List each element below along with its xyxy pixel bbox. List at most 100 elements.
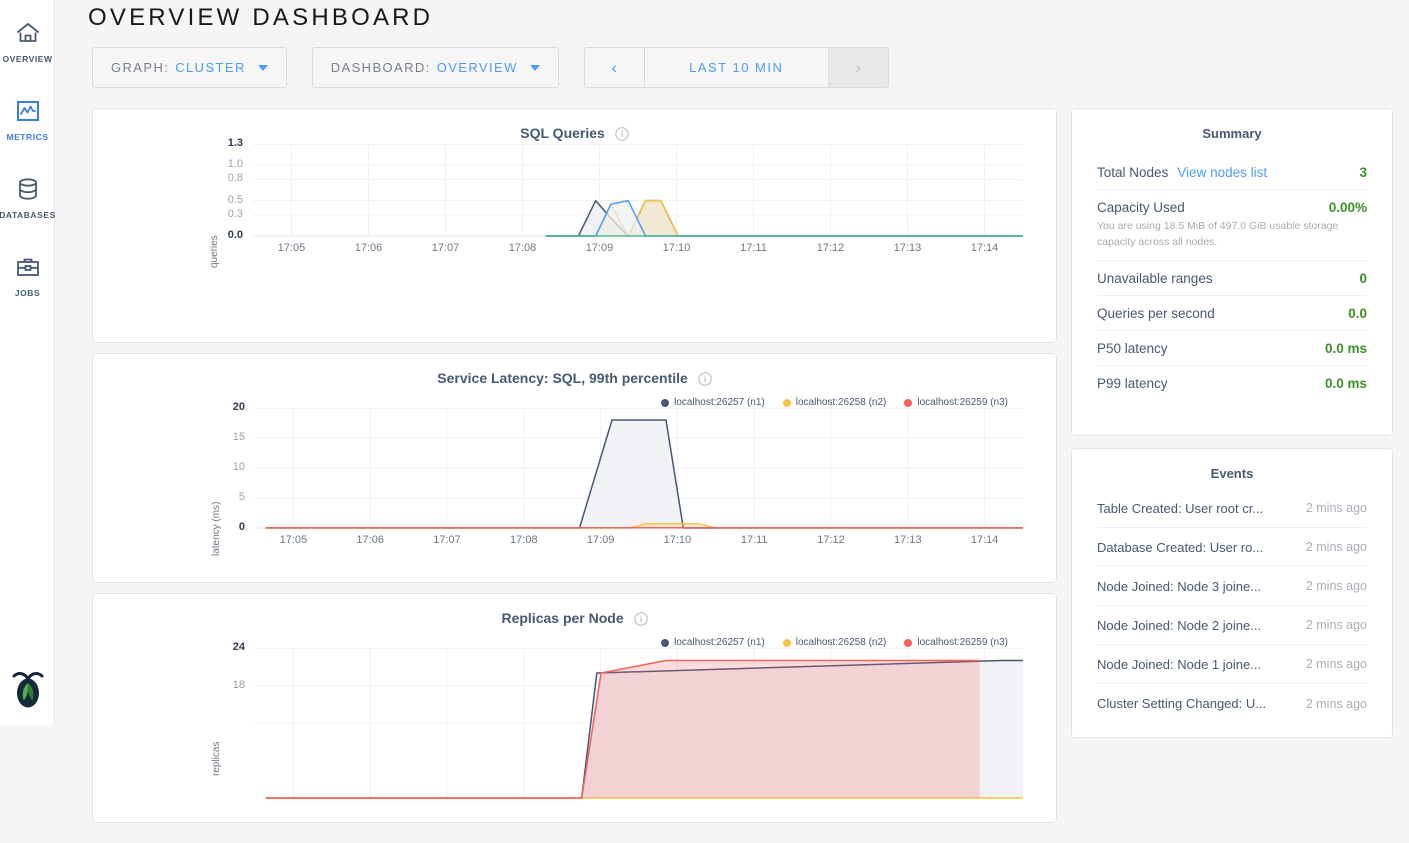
y-axis-tick-label: 20: [232, 401, 245, 413]
metrics-icon: [15, 96, 41, 126]
legend-label: localhost:26257 (n1): [674, 397, 765, 408]
briefcase-icon: [15, 252, 41, 282]
chart-title: SQL Queries: [93, 125, 1056, 144]
legend-item[interactable]: localhost:26257 (n1): [661, 397, 765, 408]
x-axis-tick-label: 17:10: [663, 534, 692, 546]
time-range-value[interactable]: LAST 10 MIN: [644, 48, 828, 87]
summary-rows: Total Nodes View nodes list 3 Capacity Used…: [1072, 155, 1392, 400]
info-icon[interactable]: [633, 612, 648, 629]
y-axis-tick-label: 1.3: [227, 137, 243, 149]
sidebar-item-overview[interactable]: OVERVIEW: [0, 2, 55, 80]
event-row[interactable]: Node Joined: Node 1 joine... 2 mins ago: [1097, 645, 1367, 684]
event-timestamp: 2 mins ago: [1305, 657, 1367, 671]
legend-label: localhost:26259 (n3): [917, 397, 1008, 408]
event-row[interactable]: Cluster Setting Changed: U... 2 mins ago: [1097, 684, 1367, 723]
legend-dot-n1: [661, 638, 670, 647]
x-axis-tick-label: 17:09: [586, 534, 615, 546]
legend-label: localhost:26258 (n2): [795, 637, 887, 648]
legend-item[interactable]: localhost:26257 (n1): [661, 637, 765, 648]
legend-label: localhost:26257 (n1): [674, 637, 765, 648]
x-axis-tick-label: 17:13: [894, 534, 922, 546]
info-icon[interactable]: [615, 127, 629, 144]
events-rows: Table Created: User root cr... 2 mins ago…: [1072, 489, 1392, 723]
chart-plot-area: 20 15 10 5 0 latency (ms) 17:05 17:06 17:07 17:08…: [93, 401, 1056, 643]
summary-row-value: 0.00%: [1328, 200, 1367, 215]
sidebar-item-jobs[interactable]: JOBS: [0, 236, 55, 314]
x-axis-tick-label: 17:06: [356, 534, 384, 546]
x-axis-tick-label: 17:07: [433, 534, 461, 546]
chart-title-text: SQL Queries: [520, 125, 605, 141]
chart-legend: localhost:26257 (n1) localhost:26258 (n2…: [93, 397, 1056, 408]
x-axis-tick-label: 17:08: [510, 534, 538, 546]
chart-svg-2: [255, 647, 1023, 799]
event-description: Cluster Setting Changed: U...: [1097, 696, 1267, 711]
legend-dot-n1: [661, 398, 670, 407]
legend-item[interactable]: localhost:26258 (n2): [782, 637, 887, 648]
toolbar: GRAPH: CLUSTER DASHBOARD: OVERVIEW ‹ LAS…: [92, 47, 889, 88]
chart-plot-area: 24 18 replicas: [93, 641, 1056, 843]
graph-selector[interactable]: GRAPH: CLUSTER: [92, 47, 287, 88]
chart-card-service-latency: Service Latency: SQL, 99th percentile lo…: [92, 353, 1057, 583]
x-axis-tick-label: 17:12: [816, 242, 845, 254]
legend-item[interactable]: localhost:26258 (n2): [782, 397, 887, 408]
sidebar-item-metrics[interactable]: METRICS: [0, 80, 55, 158]
x-axis-tick-label: 17:11: [740, 534, 768, 546]
summary-row-main: P99 latency 0.0 ms: [1097, 376, 1367, 391]
time-range-prev-button[interactable]: ‹: [584, 48, 645, 87]
sidebar-item-databases[interactable]: DATABASES: [0, 158, 55, 236]
cockroachdb-logo[interactable]: [0, 667, 55, 715]
event-row[interactable]: Node Joined: Node 2 joine... 2 mins ago: [1097, 606, 1367, 645]
view-nodes-list-link[interactable]: View nodes list: [1177, 165, 1268, 180]
event-timestamp: 2 mins ago: [1305, 696, 1367, 711]
chart-card-sql-queries: SQL Queries 1.3 1.0 0.8 0.5 0.3 0.0 queries 17:…: [92, 108, 1057, 343]
y-axis-tick-label: 18: [232, 678, 245, 691]
chevron-down-icon: [529, 64, 540, 71]
x-axis-tick-label: 17:05: [277, 242, 306, 254]
event-description: Database Created: User ro...: [1097, 539, 1264, 555]
x-axis-tick-label: 17:07: [431, 242, 460, 254]
y-axis-tick-label: 0.0: [227, 229, 243, 241]
summary-row-label: Queries per second: [1097, 305, 1215, 321]
x-axis-tick-label: 17:10: [662, 242, 691, 254]
y-axis-tick-label: 15: [232, 431, 245, 443]
legend-label: localhost:26258 (n2): [795, 397, 887, 408]
summary-row-main: P50 latency 0.0 ms: [1097, 341, 1367, 356]
summary-row: Queries per second 0.0: [1097, 296, 1367, 331]
chart-svg-0: [253, 143, 1023, 237]
y-axis-title: replicas: [211, 741, 222, 776]
event-row[interactable]: Table Created: User root cr... 2 mins ago: [1097, 489, 1367, 528]
event-row[interactable]: Node Joined: Node 3 joine... 2 mins ago: [1097, 567, 1367, 606]
sidebar-item-label: OVERVIEW: [2, 54, 53, 64]
chevron-down-icon: [257, 64, 268, 71]
legend-item[interactable]: localhost:26259 (n3): [904, 637, 1008, 648]
legend-item[interactable]: localhost:26259 (n3): [904, 397, 1008, 408]
database-icon: [15, 174, 41, 204]
summary-row-label: P50 latency: [1097, 340, 1168, 356]
dashboard-selector[interactable]: DASHBOARD: OVERVIEW: [311, 47, 559, 88]
event-description: Node Joined: Node 2 joine...: [1097, 617, 1262, 633]
events-panel: Events Table Created: User root cr... 2 m…: [1071, 448, 1393, 738]
x-axis-tick-label: 17:14: [970, 534, 999, 546]
y-axis-tick-label: 1.0: [227, 158, 243, 171]
summary-row-label: Capacity Used: [1097, 200, 1185, 215]
event-description: Table Created: User root cr...: [1097, 500, 1264, 516]
chart-title-text: Replicas per Node: [501, 610, 624, 626]
y-axis-tick-label: 0.8: [227, 172, 243, 185]
chart-card-replicas-per-node: Replicas per Node localhost:26257 (n1) l…: [92, 593, 1057, 823]
event-timestamp: 2 mins ago: [1305, 540, 1367, 554]
time-range-next-button[interactable]: ›: [827, 48, 888, 87]
summary-row-value: 0.0 ms: [1324, 340, 1367, 356]
summary-row: P50 latency 0.0 ms: [1097, 331, 1367, 366]
event-row[interactable]: Database Created: User ro... 2 mins ago: [1097, 528, 1367, 567]
summary-row-main: Total Nodes View nodes list 3: [1097, 165, 1367, 180]
y-axis-tick-label: 0.3: [227, 207, 243, 220]
x-axis-tick-label: 17:06: [354, 242, 383, 254]
home-icon: [15, 18, 41, 48]
summary-row-main: Capacity Used 0.00%: [1097, 200, 1367, 215]
x-axis-tick-label: 17:11: [740, 242, 767, 254]
summary-row: Capacity Used 0.00% You are using 18.5 MiB…: [1097, 190, 1367, 261]
info-icon[interactable]: [698, 372, 712, 389]
y-axis-tick-label: 0: [238, 521, 245, 533]
summary-title: Summary: [1202, 126, 1262, 141]
summary-panel: Summary Total Nodes View nodes list 3 Capac…: [1071, 108, 1393, 436]
